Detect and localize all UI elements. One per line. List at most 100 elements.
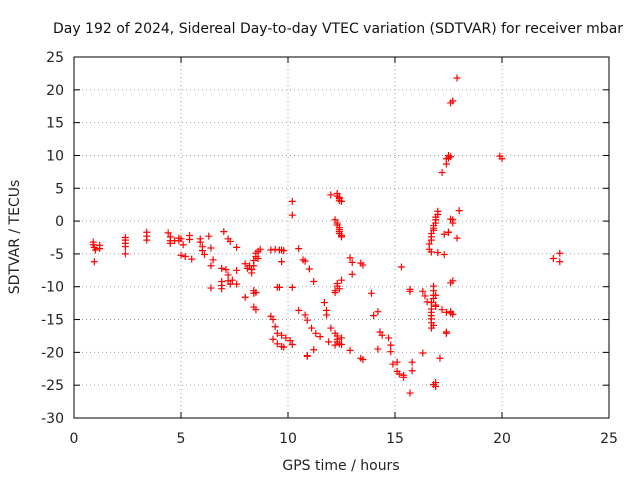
data-point: [198, 247, 206, 255]
data-point: [186, 235, 194, 243]
data-point: [338, 276, 345, 284]
data-point: [226, 237, 234, 245]
data-point: [222, 266, 230, 274]
data-point: [385, 334, 393, 342]
data-point: [181, 253, 189, 261]
data-point: [312, 329, 320, 337]
x-tick-label: 10: [279, 431, 297, 447]
y-tick-label: 15: [46, 116, 64, 132]
data-point: [179, 241, 187, 249]
data-point: [556, 258, 564, 266]
plot-frame: [73, 56, 610, 419]
data-point: [453, 74, 461, 82]
data-point: [248, 269, 256, 277]
data-point: [367, 289, 375, 297]
data-point: [549, 255, 557, 263]
data-point: [280, 247, 288, 255]
data-point: [295, 306, 303, 314]
data-point: [327, 324, 335, 332]
data-point: [331, 341, 339, 349]
data-point: [207, 284, 215, 292]
data-point: [177, 251, 185, 259]
data-point: [389, 360, 397, 368]
data-point: [303, 316, 311, 324]
data-point: [209, 256, 217, 264]
data-point: [310, 346, 318, 354]
data-point: [408, 358, 416, 366]
data-point: [278, 258, 286, 266]
y-tick-label: -20: [41, 345, 64, 361]
data-point: [449, 219, 457, 227]
data-point: [233, 243, 241, 251]
data-point: [305, 265, 313, 273]
data-point: [288, 283, 296, 291]
data-point: [432, 382, 440, 390]
data-point: [556, 249, 564, 257]
data-point: [442, 329, 450, 337]
data-point: [421, 292, 429, 300]
x-tick-label: 15: [386, 431, 404, 447]
data-point: [164, 229, 172, 237]
data-point: [301, 311, 309, 319]
data-point: [254, 255, 262, 263]
data-point: [320, 298, 328, 306]
data-point: [335, 285, 343, 293]
data-point: [269, 316, 277, 324]
data-point: [233, 266, 241, 274]
data-point: [395, 370, 403, 378]
data-point: [440, 230, 448, 238]
data-point: [280, 343, 288, 351]
data-point: [316, 333, 324, 341]
y-tick-label: -30: [41, 411, 64, 427]
data-point: [295, 245, 303, 253]
data-point: [434, 249, 442, 257]
data-point: [432, 291, 440, 299]
data-point: [408, 367, 416, 375]
data-point: [250, 256, 258, 264]
y-tick-label: 20: [46, 83, 64, 99]
data-point: [442, 160, 450, 168]
data-point: [121, 250, 129, 258]
data-point: [427, 236, 435, 244]
data-point: [288, 197, 296, 205]
data-point: [397, 263, 405, 271]
data-point: [359, 356, 367, 364]
data-point: [359, 261, 367, 269]
y-tick-label: -10: [41, 280, 64, 296]
data-point: [288, 340, 296, 348]
data-point: [427, 248, 435, 256]
data-point: [271, 245, 279, 253]
data-point: [233, 280, 241, 288]
data-point: [275, 283, 283, 291]
data-point: [325, 338, 333, 346]
data-point: [348, 270, 356, 278]
y-tick-label: 5: [55, 181, 64, 197]
data-point: [406, 389, 414, 397]
y-tick-label: -25: [41, 378, 64, 394]
data-point: [438, 169, 446, 177]
data-point: [338, 340, 345, 348]
data-point: [370, 312, 378, 320]
data-point: [177, 235, 185, 243]
data-point: [282, 334, 290, 342]
data-point: [455, 207, 463, 215]
data-point: [271, 323, 279, 331]
data-point: [378, 331, 386, 339]
data-point: [346, 254, 354, 262]
data-point: [432, 302, 440, 310]
data-point: [288, 211, 296, 219]
data-point: [220, 228, 228, 236]
data-point: [338, 197, 345, 205]
y-tick-label: -15: [41, 313, 64, 329]
y-tick-label: 10: [46, 148, 64, 164]
x-axis-label: GPS time / hours: [282, 458, 399, 474]
data-points: [89, 74, 564, 397]
data-point: [445, 228, 452, 236]
data-point: [228, 276, 236, 284]
data-point: [427, 298, 435, 306]
data-point: [338, 233, 345, 241]
data-point: [438, 306, 446, 314]
data-point: [226, 280, 234, 288]
data-point: [256, 245, 264, 253]
x-tick-label: 25: [600, 431, 618, 447]
